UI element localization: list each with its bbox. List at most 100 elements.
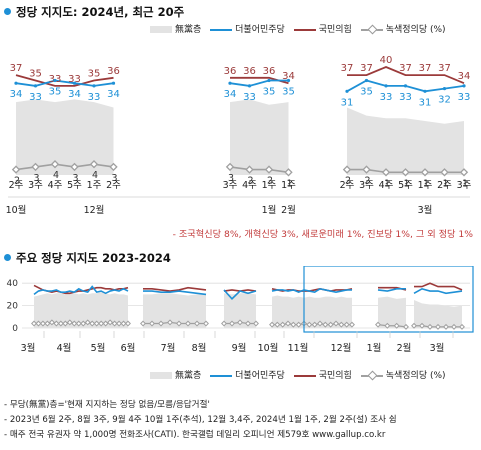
- dem-value-label: 32: [438, 95, 451, 106]
- green-value-label: 1: [286, 178, 292, 189]
- chart1-legend: 無黨층 더불어민주당 국민의힘 녹색정의당 (%): [150, 22, 452, 35]
- green-point: [349, 321, 355, 328]
- green-point: [264, 165, 274, 174]
- legend-item-dem: 더불어민주당: [210, 368, 285, 381]
- green-point: [71, 320, 78, 327]
- dem-point: [267, 78, 271, 83]
- x-tick-label: 5주: [67, 180, 82, 191]
- ppp-value-label: 37: [10, 63, 23, 74]
- green-point: [393, 322, 400, 329]
- green-point: [158, 320, 164, 327]
- dem-value-label: 31: [341, 97, 354, 108]
- dem-value-label: 33: [399, 92, 412, 103]
- dem-point: [53, 78, 57, 83]
- green-point: [111, 320, 118, 327]
- green-value-label: 1: [423, 178, 429, 189]
- nopa-area-seg0: [34, 292, 128, 328]
- dem-value-label: 33: [88, 92, 101, 103]
- green-point: [237, 319, 243, 326]
- legend-item-green: 녹색정의당 (%): [360, 22, 446, 35]
- dem-line-seg5: [413, 287, 463, 295]
- green-point: [245, 165, 254, 174]
- chart2-title: 주요 정당 지지도 2023-2024: [4, 250, 171, 266]
- dem-point: [384, 84, 388, 88]
- nopa-area-seg2: [224, 293, 256, 328]
- green-value-label: 1: [442, 178, 448, 189]
- green-point: [120, 320, 127, 327]
- green-point: [11, 165, 21, 174]
- green-value-label: 1: [403, 178, 409, 189]
- green-point: [284, 168, 293, 177]
- ppp-value-label: 35: [29, 69, 42, 80]
- ppp-value-label: 37: [438, 63, 451, 74]
- ppp-value-label: 34: [282, 71, 295, 82]
- month-label: 12월: [331, 342, 352, 354]
- dem-point: [33, 84, 38, 88]
- green-point: [89, 160, 99, 169]
- green-point: [401, 168, 410, 177]
- dem-line-seg0: [33, 285, 129, 296]
- green-point: [140, 320, 146, 327]
- month-label: 2월: [281, 204, 296, 216]
- x-tick-label: 1주: [418, 180, 433, 191]
- ppp-value-label: 36: [224, 66, 237, 77]
- green-point: [66, 319, 73, 326]
- legend-item-nopa: 無黨층: [150, 368, 201, 381]
- dem-point: [403, 84, 408, 88]
- dem-value-label: 33: [458, 92, 471, 103]
- x-tick-label: 3주: [359, 180, 374, 191]
- ppp-value-label: 40: [380, 55, 393, 66]
- x-tick-label: 5주: [398, 180, 413, 191]
- green-point: [459, 323, 465, 330]
- green-point: [31, 320, 37, 327]
- green-value-label: 3: [72, 173, 78, 184]
- green-value-label: 1: [384, 178, 390, 189]
- x-tick-label: 1주: [262, 180, 277, 191]
- dem-point: [423, 89, 427, 93]
- green-point: [149, 320, 155, 327]
- footer-line-3: - 매주 전국 유권자 약 1,000명 전화조사(CATI). 한국갤럽 데일…: [4, 430, 386, 440]
- x-tick-label: 2주: [340, 180, 355, 191]
- nopa-area-seg3: [272, 295, 352, 328]
- green-point: [107, 319, 114, 326]
- green-point: [245, 320, 251, 327]
- y-tick-label: 0: [12, 324, 18, 334]
- green-value-label: 4: [92, 170, 98, 181]
- dem-point: [462, 84, 466, 88]
- green-value-label: 2: [345, 176, 351, 187]
- dem-value-label: 34: [68, 89, 81, 100]
- footer-line-1: - 무당(無黨)층='현재 지지하는 정당 없음/모름/응답거절': [4, 400, 210, 410]
- green-point: [98, 320, 105, 327]
- dem-point: [72, 81, 77, 85]
- green-point: [229, 320, 235, 327]
- dem-value-label: 35: [49, 87, 62, 98]
- x-tick-label: 4주: [379, 180, 394, 191]
- dem-value-label: 35: [263, 87, 276, 98]
- green-value-label: 3: [33, 173, 39, 184]
- month-label: 1월: [367, 342, 382, 354]
- month-label: 2월: [397, 342, 412, 354]
- dem-value-label: 34: [107, 89, 120, 100]
- dem-value-label: 35: [282, 87, 295, 98]
- dem-value-label: 31: [419, 97, 432, 108]
- ppp-value-label: 36: [243, 66, 256, 77]
- green-point: [31, 162, 40, 172]
- month-label: 8월: [192, 342, 207, 354]
- green-point: [70, 162, 79, 172]
- dem-value-label: 33: [380, 92, 393, 103]
- green-point: [75, 320, 82, 327]
- green-point: [443, 323, 449, 330]
- dem-line-seg0: [15, 79, 114, 87]
- month-label: 6월: [121, 342, 136, 354]
- month-label: 1월: [262, 204, 277, 216]
- green-point: [48, 319, 55, 326]
- nopa-area-seg0: [16, 99, 114, 175]
- month-label: 3월: [418, 204, 433, 216]
- month-label: 10월: [6, 204, 27, 216]
- green-line-seg4: [377, 324, 407, 328]
- month-label: 11월: [288, 342, 309, 354]
- y-tick-label: 20: [7, 302, 19, 312]
- green-point: [194, 320, 200, 327]
- green-point: [290, 321, 297, 328]
- green-point: [39, 320, 46, 327]
